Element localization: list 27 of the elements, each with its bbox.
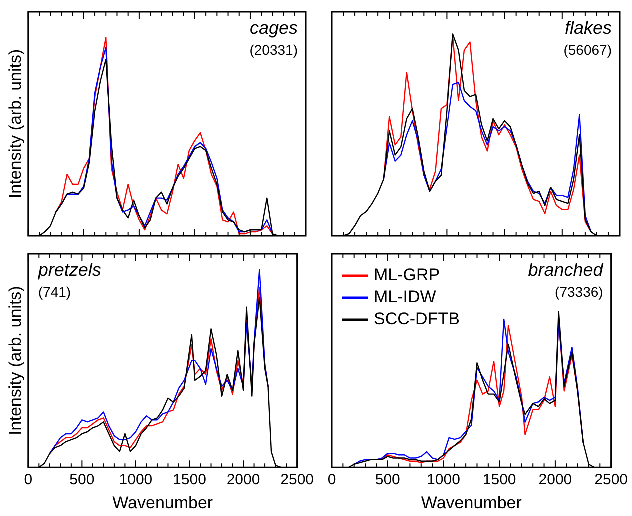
x-tick-label: 2000 — [538, 472, 572, 489]
legend-label: ML-GRP — [374, 266, 440, 285]
x-tick-label: 2500 — [280, 472, 314, 489]
x-tick-label: 0 — [328, 472, 336, 489]
x-tick-label: 500 — [70, 472, 95, 489]
x-tick-label: 2500 — [594, 472, 628, 489]
chart-title: flakes — [564, 18, 612, 38]
chart-title: branched — [528, 260, 604, 280]
chart-subtitle: (20331) — [250, 42, 298, 58]
x-tick-label: 1500 — [482, 472, 516, 489]
legend-label: SCC-DFTB — [374, 310, 460, 329]
text: (741) — [38, 284, 72, 300]
legend-label: ML-IDW — [374, 288, 436, 307]
x-axis-title: Wavenumber — [112, 493, 214, 512]
x-tick-label: 2000 — [226, 472, 260, 489]
chart-title: cages — [250, 18, 298, 38]
y-axis-title: Intensity (arb. units) — [6, 286, 25, 436]
text: (56067) — [564, 42, 612, 58]
x-tick-label: 1000 — [427, 472, 460, 489]
x-tick-label: 500 — [375, 472, 400, 489]
x-axis-title: Wavenumber — [421, 493, 522, 512]
y-axis-title: Intensity (arb. units) — [6, 49, 25, 199]
x-tick-label: 0 — [24, 472, 33, 489]
x-tick-label: 1000 — [119, 472, 153, 489]
chart-title: pretzels — [37, 260, 102, 280]
chart-subtitle: (73336) — [555, 284, 604, 300]
x-tick-label: 1500 — [173, 472, 206, 489]
